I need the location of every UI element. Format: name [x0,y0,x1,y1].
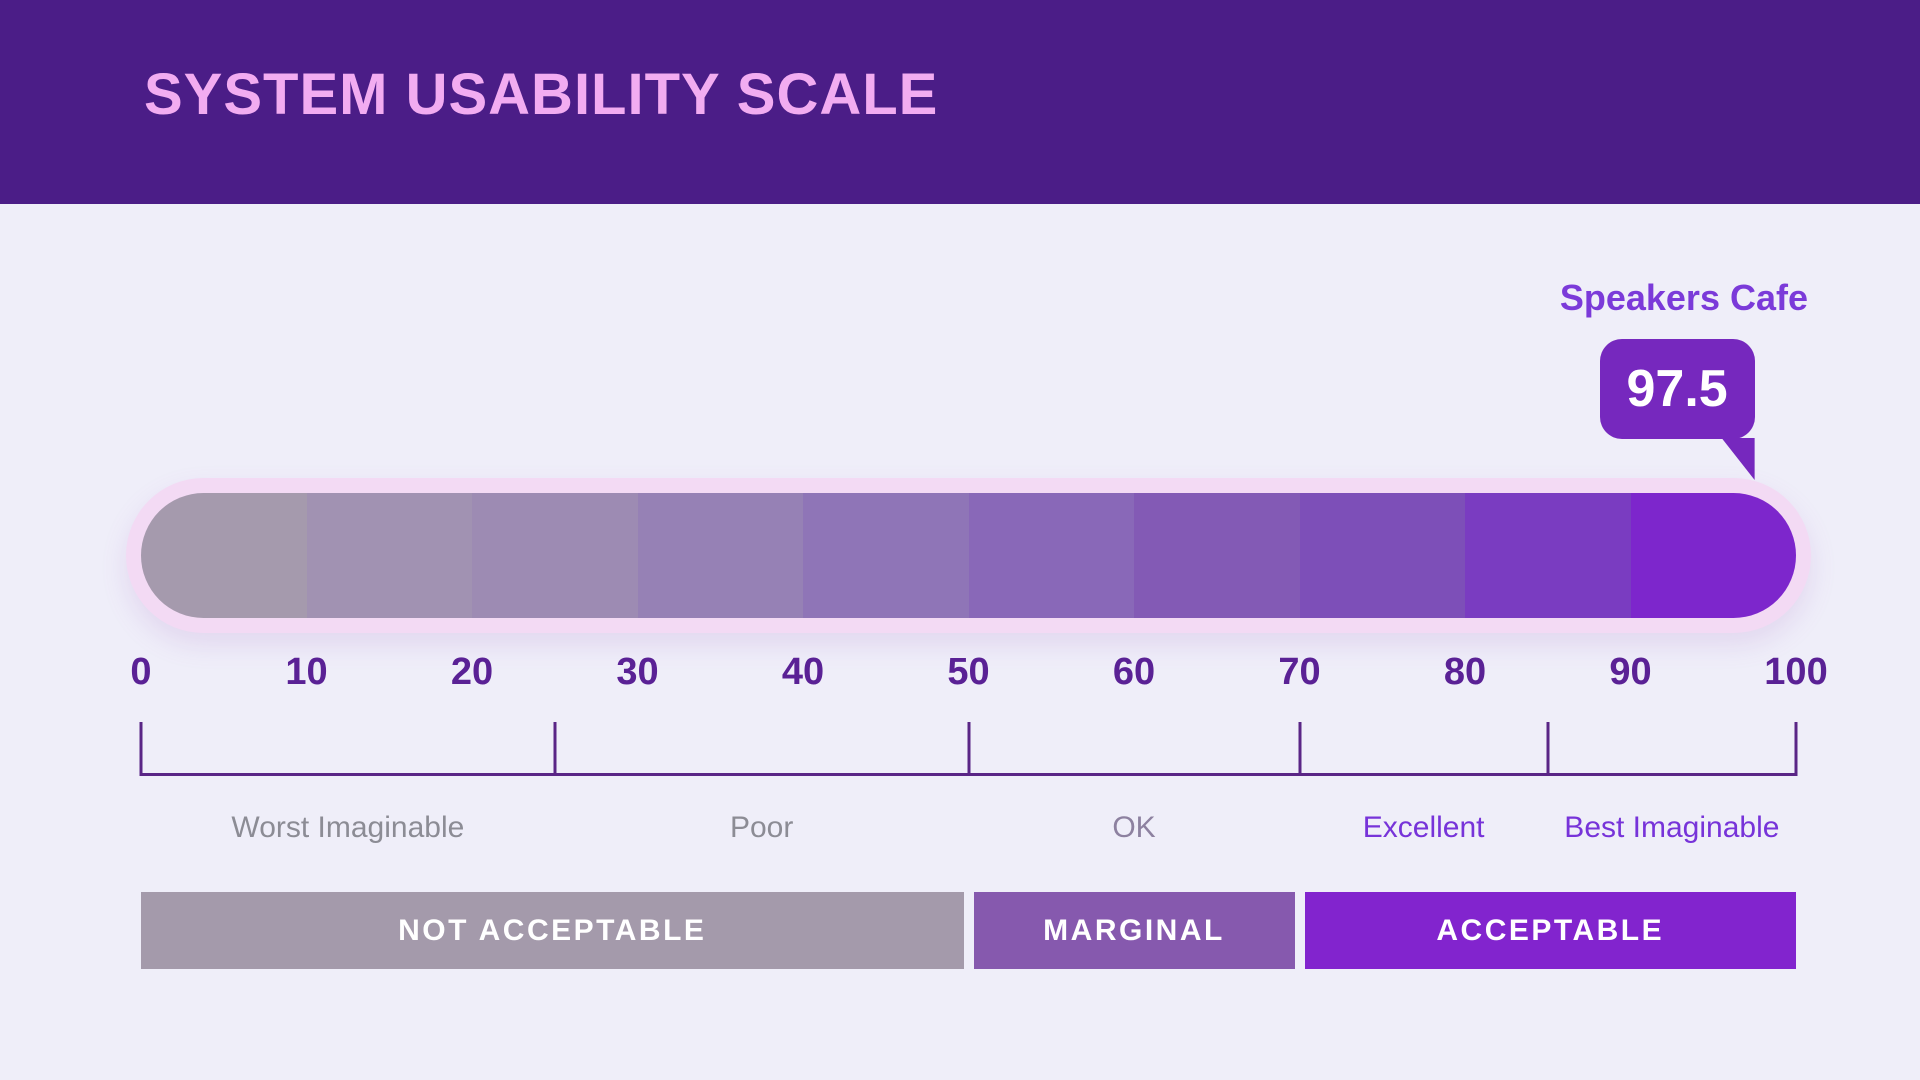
bar-segment [637,493,803,618]
axis-tick: 100 [1764,651,1828,693]
adjective-bracket [139,722,1798,776]
acceptability-band: ACCEPTABLE [1304,892,1796,969]
adjective-label: Worst Imaginable [231,811,465,844]
axis-tick: 60 [1112,651,1156,693]
axis-tick: 90 [1609,651,1652,693]
bar-segment [306,493,472,618]
bar-segment [141,493,307,618]
page-title: SYSTEM USABILITY SCALE [144,62,939,127]
bar-segment [1630,493,1796,618]
adjective-label: Poor [729,811,794,844]
bar-segment [1299,493,1465,618]
bracket-divider [1794,722,1798,776]
bracket-divider [139,722,143,776]
acceptability-bands: NOT ACCEPTABLE MARGINAL ACCEPTABLE [141,892,1796,969]
axis-tick: 80 [1443,651,1487,693]
acceptability-band: MARGINAL [973,892,1295,969]
axis-tick: 40 [781,651,825,693]
bar-segment [1465,493,1631,618]
scale-bar [141,493,1796,618]
axis-tick: 20 [450,651,494,693]
bracket-divider [553,722,557,776]
acceptability-band: NOT ACCEPTABLE [141,892,964,969]
bracket-divider [1546,722,1550,776]
sus-scale-chart: Speakers Cafe 97.5 0 10 20 30 40 50 60 70 80 90 10… [126,0,1828,1080]
bar-segment [803,493,969,618]
score-value: 97.5 [1626,360,1728,418]
entity-label: Speakers Cafe [1559,277,1808,318]
bar-segment [1134,493,1300,618]
bar-segment [968,493,1134,618]
adjective-labels: Worst Imaginable Poor OK Excellent Best Imag… [141,806,1796,850]
bracket-divider [1298,722,1301,776]
axis-tick: 50 [947,651,990,693]
adjective-label: Best Imaginable [1564,811,1780,844]
adjective-label: OK [1112,811,1156,844]
score-callout: 97.5 [1599,339,1755,480]
bar-segment [472,493,638,618]
axis-tick: 10 [285,651,328,693]
adjective-label: Excellent [1362,811,1485,844]
axis-tick: 0 [130,651,152,693]
header-bar: SYSTEM USABILITY SCALE [0,0,1920,204]
axis-ticks: 0 10 20 30 40 50 60 70 80 90 100 [130,648,1827,696]
axis-tick: 70 [1278,651,1321,693]
callout-pointer [1721,438,1755,480]
bracket-divider [967,722,970,776]
axis-tick: 30 [616,651,659,693]
